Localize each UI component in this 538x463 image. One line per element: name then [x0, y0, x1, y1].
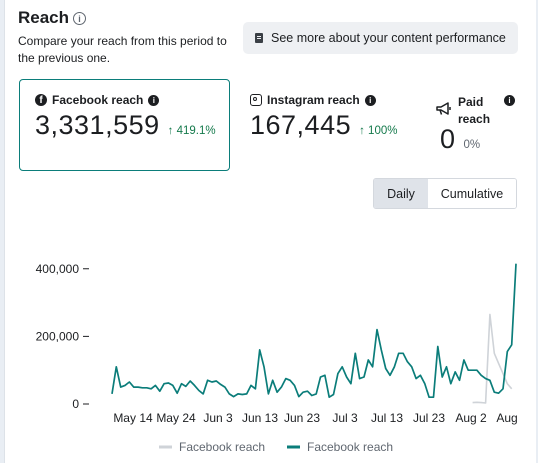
metric-paid-label-row: Paid reach i	[436, 94, 515, 128]
metric-facebook-reach[interactable]: f Facebook reach i 3,331,559 ↑ 419.1%	[19, 79, 230, 171]
info-icon[interactable]: i	[148, 94, 160, 106]
x-tick-label: May 14	[113, 411, 153, 425]
y-tick-label: 0	[72, 397, 79, 411]
y-tick-label: 200,000	[36, 329, 80, 343]
metric-value-row: 3,331,559 ↑ 419.1%	[35, 110, 216, 141]
x-tick-label: Jun 3	[203, 411, 233, 425]
metric-change: 0%	[463, 139, 481, 151]
x-tick-label: Jun 23	[284, 411, 320, 425]
reach-subtitle: Compare your reach from this period to t…	[18, 34, 227, 65]
view-toggle: Daily Cumulative	[373, 178, 517, 209]
metric-label: Instagram reach	[267, 93, 360, 107]
reach-card	[4, 0, 536, 463]
metric-paid-reach[interactable]: Paid reach i 0 0%	[436, 94, 515, 155]
info-icon[interactable]: i	[73, 12, 87, 25]
x-tick-label: Aug	[496, 411, 517, 425]
document-icon	[255, 33, 263, 43]
metric-label: Facebook reach	[52, 93, 144, 107]
metric-instagram-reach[interactable]: Instagram reach i 167,445 ↑ 100%	[250, 93, 397, 141]
metric-instagram-label-row: Instagram reach i	[250, 93, 397, 107]
info-icon[interactable]: i	[364, 94, 376, 106]
metric-change: ↑ 419.1%	[167, 125, 216, 137]
metric-value-row: 167,445 ↑ 100%	[250, 110, 397, 141]
x-tick-label: Jul 13	[371, 411, 403, 425]
x-tick-label: Jul 3	[332, 411, 358, 425]
series-line-current	[111, 263, 517, 399]
legend-label: Facebook reach	[179, 440, 265, 454]
y-tick-label: 400,000	[36, 262, 80, 276]
x-tick-label: Jun 13	[242, 411, 278, 425]
facebook-icon: f	[35, 94, 47, 106]
series-line-previous	[472, 313, 513, 404]
x-tick-label: May 24	[156, 411, 196, 425]
megaphone-icon	[436, 102, 451, 115]
page-title: Reach	[18, 8, 70, 27]
reach-header: Reach i	[18, 8, 87, 28]
metric-value: 3,331,559	[35, 110, 160, 140]
metric-label: Paid reach	[458, 95, 491, 126]
metric-change: ↑ 100%	[359, 125, 398, 137]
legend-label: Facebook reach	[307, 440, 393, 454]
tab-daily[interactable]: Daily	[374, 179, 428, 208]
info-icon[interactable]: i	[504, 95, 515, 106]
instagram-icon	[250, 94, 262, 106]
tab-cumulative[interactable]: Cumulative	[428, 179, 516, 208]
content-performance-label: See more about your content performance	[271, 31, 506, 45]
metric-value: 167,445	[250, 110, 352, 140]
metric-value-row: 0 0%	[440, 124, 515, 155]
metric-value: 0	[440, 124, 456, 154]
x-tick-label: Aug 2	[455, 411, 487, 425]
content-performance-button[interactable]: See more about your content performance	[243, 22, 518, 54]
metric-facebook-label-row: f Facebook reach i	[35, 93, 216, 107]
x-tick-label: Jul 23	[413, 411, 445, 425]
metric-facebook-inner: f Facebook reach i 3,331,559 ↑ 419.1%	[35, 93, 216, 141]
